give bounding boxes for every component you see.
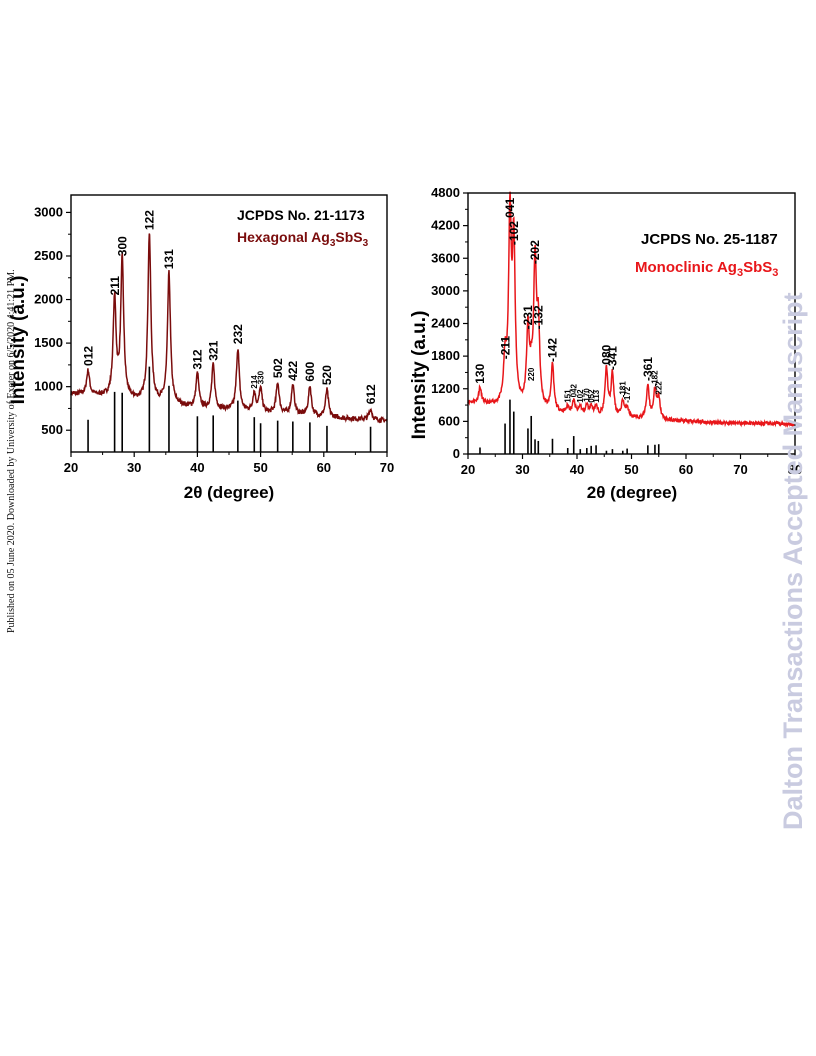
- left-peak-label: 300: [115, 236, 129, 256]
- right-y-tick-label: 3000: [431, 283, 460, 298]
- left-diffraction-trace: [70, 233, 388, 424]
- right-peak-label: -102: [507, 221, 521, 245]
- right-y-tick-label: 3600: [431, 250, 460, 265]
- left-peak-label: 520: [320, 365, 334, 385]
- left-peak-label: 502: [271, 358, 285, 378]
- published-note: Published on 05 June 2020. Downloaded by…: [6, 269, 17, 633]
- right-peak-label: 102: [576, 389, 585, 403]
- right-peak-label: -172: [623, 386, 632, 403]
- left-phase-label: Hexagonal Ag3SbS3: [237, 229, 369, 249]
- right-peak-label: 151: [564, 389, 573, 403]
- left-peak-label: 422: [286, 360, 300, 380]
- right-peak-label: 041: [503, 198, 517, 218]
- right-peak-label: -132: [532, 305, 546, 329]
- left-peak-label: 232: [231, 324, 245, 344]
- accepted-manuscript-watermark: Dalton Transactions Accepted Manuscript: [778, 292, 808, 830]
- right-y-tick-label: 0: [453, 446, 460, 461]
- right-y-tick-label: 2400: [431, 316, 460, 331]
- left-x-tick-label: 60: [317, 460, 331, 475]
- right-jcpds-reference: JCPDS No. 25-1187: [641, 231, 778, 248]
- left-y-tick-label: 2000: [34, 292, 63, 307]
- left-y-axis-label: Intensity (a.u.): [8, 276, 29, 405]
- right-peak-label: -211: [498, 336, 512, 360]
- right-peak-label: -341: [606, 346, 620, 370]
- svg-text:Dalton Transactions Accepted M: Dalton Transactions Accepted Manuscript: [778, 292, 808, 830]
- right-peak-label: 080: [600, 344, 614, 364]
- right-peak-label: 222: [655, 381, 664, 395]
- left-x-tick-label: 20: [64, 460, 78, 475]
- right-peak-label: -181: [619, 381, 628, 398]
- right-peak-label: -361: [641, 357, 655, 381]
- right-xrd-chart: 130-211041-102-231220-202-132-1421510421…: [409, 185, 802, 502]
- left-jcpds-reference: JCPDS No. 21-1173: [237, 207, 365, 223]
- left-peak-label: 612: [364, 384, 378, 404]
- right-y-tick-label: 1800: [431, 348, 460, 363]
- right-x-tick-label: 50: [624, 462, 638, 477]
- right-y-axis-label: Intensity (a.u.): [409, 311, 430, 440]
- right-peak-label: 052: [587, 389, 596, 403]
- left-y-tick-label: 1000: [34, 379, 63, 394]
- left-x-tick-label: 30: [127, 460, 141, 475]
- right-x-tick-label: 30: [515, 462, 529, 477]
- right-peak-label: 130: [473, 363, 487, 383]
- right-y-tick-label: 4200: [431, 218, 460, 233]
- right-x-tick-label: 60: [679, 462, 693, 477]
- left-peak-label: 330: [256, 370, 265, 384]
- right-y-tick-label: 600: [438, 413, 460, 428]
- left-peak-label: 321: [206, 340, 220, 360]
- right-x-tick-label: 80: [788, 462, 802, 477]
- left-y-tick-label: 500: [41, 422, 63, 437]
- right-y-tick-label: 4800: [431, 185, 460, 200]
- right-peak-label: 042: [570, 383, 579, 397]
- right-x-tick-label: 40: [570, 462, 584, 477]
- right-phase-label: Monoclinic Ag3SbS3: [635, 259, 778, 279]
- left-peak-label: 600: [303, 361, 317, 381]
- left-x-tick-label: 40: [190, 460, 204, 475]
- left-y-tick-label: 2500: [34, 248, 63, 263]
- right-peak-label: 113: [592, 389, 601, 402]
- right-peak-label: -202: [528, 240, 542, 264]
- left-peak-label: 312: [191, 349, 205, 369]
- left-y-tick-label: 1500: [34, 335, 63, 350]
- left-peak-label: 214: [250, 375, 259, 389]
- right-y-tick-label: 1200: [431, 381, 460, 396]
- left-x-axis-label: 2θ (degree): [184, 483, 274, 502]
- right-x-axis-label: 2θ (degree): [587, 483, 677, 502]
- right-peak-label: -231: [521, 305, 535, 329]
- right-peak-label: 220: [527, 367, 536, 381]
- right-peak-label: -182: [651, 370, 660, 387]
- left-peak-label: 012: [81, 346, 95, 366]
- svg-text:Published on 05 June 2020. Dow: Published on 05 June 2020. Downloaded by…: [6, 269, 17, 633]
- left-peak-label: 122: [143, 210, 157, 230]
- left-peak-label: 131: [162, 249, 176, 269]
- left-x-tick-label: 50: [253, 460, 267, 475]
- right-x-tick-label: 20: [461, 462, 475, 477]
- left-peak-label: 211: [108, 276, 122, 296]
- right-diffraction-trace: [467, 191, 796, 429]
- left-y-tick-label: 3000: [34, 204, 63, 219]
- right-peak-label: 170: [583, 388, 592, 402]
- left-x-tick-label: 70: [380, 460, 394, 475]
- right-peak-label: -142: [546, 338, 560, 362]
- right-x-tick-label: 70: [733, 462, 747, 477]
